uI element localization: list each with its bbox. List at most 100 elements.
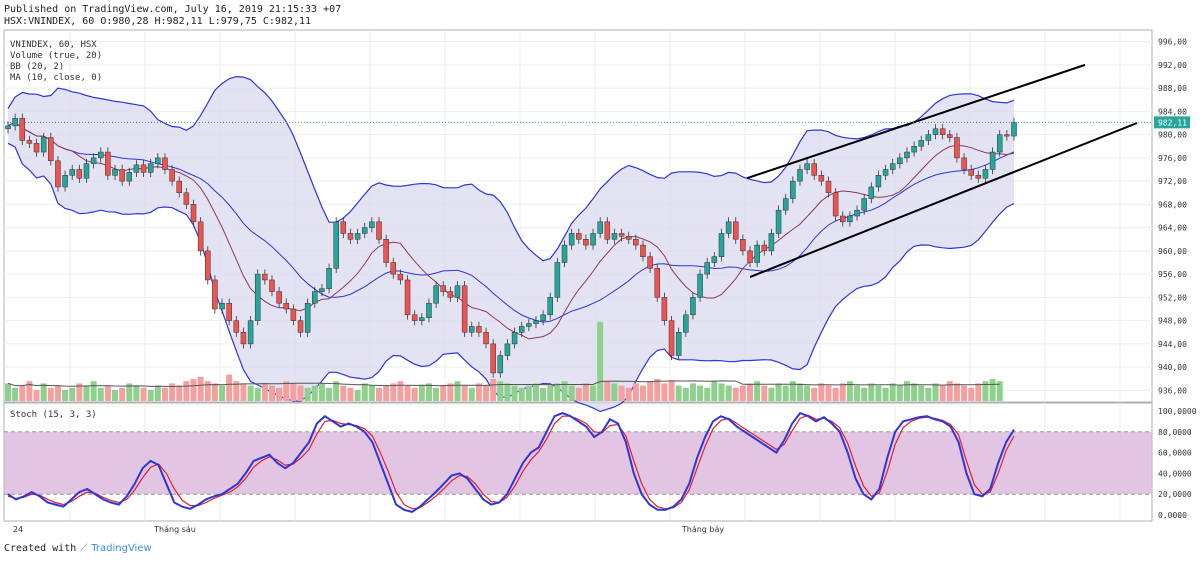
last-price-badge [1154, 116, 1190, 129]
volume-bar [811, 387, 818, 401]
candle-body [390, 262, 397, 275]
volume-bar [233, 381, 240, 401]
candle [847, 211, 853, 227]
volume-bar [447, 383, 454, 401]
candle [26, 135, 33, 148]
candle [740, 234, 746, 256]
candle-body [69, 169, 75, 176]
candle-body [276, 291, 282, 304]
volume-bar [169, 383, 176, 401]
volume-bar [918, 385, 925, 401]
candle [996, 129, 1003, 157]
bollinger-bands [7, 75, 1015, 413]
volume-bar [340, 385, 347, 401]
candle-body [219, 302, 225, 310]
volume-bar [989, 379, 996, 401]
volume-bar [661, 383, 668, 401]
candle-body [483, 332, 489, 345]
candle-body [140, 164, 147, 173]
candle [647, 252, 653, 273]
candle [247, 315, 254, 349]
volume-bar [361, 383, 368, 401]
candle-body [832, 192, 839, 217]
volume-bar [825, 385, 832, 401]
candle [961, 153, 967, 175]
volume-bar [354, 390, 361, 401]
volume-bar [968, 387, 975, 401]
volume-bar [875, 385, 882, 401]
volume-bar [697, 385, 704, 401]
volume-bar [190, 379, 197, 401]
volume-bar [632, 383, 639, 401]
candle-body [426, 302, 432, 318]
volume-bar [839, 383, 846, 401]
volume-bar [668, 381, 675, 401]
volume-bar [161, 387, 168, 401]
candle-body [583, 239, 589, 246]
candle [654, 263, 661, 303]
volume-bar [154, 385, 161, 401]
candle-body [754, 244, 760, 263]
candle-body [540, 314, 546, 321]
volume-bar [718, 383, 725, 401]
candle [440, 281, 446, 297]
candle [297, 315, 304, 337]
volume-bar [333, 381, 340, 401]
candle-body [476, 326, 482, 333]
candle [476, 321, 482, 337]
candle-body [954, 137, 960, 159]
volume-bar [903, 381, 910, 401]
candle [840, 211, 846, 227]
candle [283, 298, 290, 314]
price-tick-label: 936,00 [1158, 386, 1187, 395]
legend-symbol: VNINDEX, 60, HSX [10, 40, 97, 50]
ma10-line [7, 121, 1015, 340]
candle [269, 275, 275, 297]
stoch-band [4, 431, 1152, 495]
price-tick-label: 968,00 [1158, 200, 1187, 209]
volume-bar [711, 381, 718, 401]
candle-body [804, 163, 810, 170]
candle-body [761, 244, 768, 252]
candle-body [625, 236, 632, 240]
candle [83, 159, 90, 183]
candle-body [683, 314, 689, 333]
candle [889, 159, 896, 175]
price-tick-label: 952,00 [1158, 293, 1187, 302]
candle [576, 228, 582, 244]
candle [354, 228, 361, 244]
candle [105, 147, 111, 180]
candle-body [233, 320, 240, 333]
volume-bar [183, 381, 190, 401]
volume-bar [789, 381, 796, 401]
candle-body [33, 143, 40, 153]
volume-bar [604, 381, 611, 401]
candle-body [661, 297, 668, 321]
candle [882, 164, 889, 180]
candle-body [533, 320, 539, 324]
volume-bar [975, 383, 982, 401]
candle [725, 217, 732, 239]
price-tick-label: 956,00 [1158, 270, 1187, 279]
tradingview-brand[interactable]: TradingView [91, 543, 152, 554]
volume-bars [5, 321, 1003, 401]
candle [790, 176, 796, 204]
candle-body [968, 169, 974, 176]
candle-body [376, 221, 382, 240]
candle-body [840, 215, 846, 223]
candle [397, 269, 404, 285]
candle-body [40, 137, 47, 153]
candle [40, 132, 47, 157]
candle-body [782, 198, 789, 211]
candle-body [90, 157, 97, 164]
candle [604, 217, 611, 244]
candle-body [918, 140, 924, 147]
volume-bar [119, 387, 126, 401]
legend-bb: BB (20, 2) [10, 62, 65, 72]
candle-body [989, 151, 996, 170]
candle-body [1004, 134, 1010, 137]
candle-body [254, 273, 261, 321]
candle-body [647, 256, 653, 269]
volume-bar [383, 385, 390, 401]
